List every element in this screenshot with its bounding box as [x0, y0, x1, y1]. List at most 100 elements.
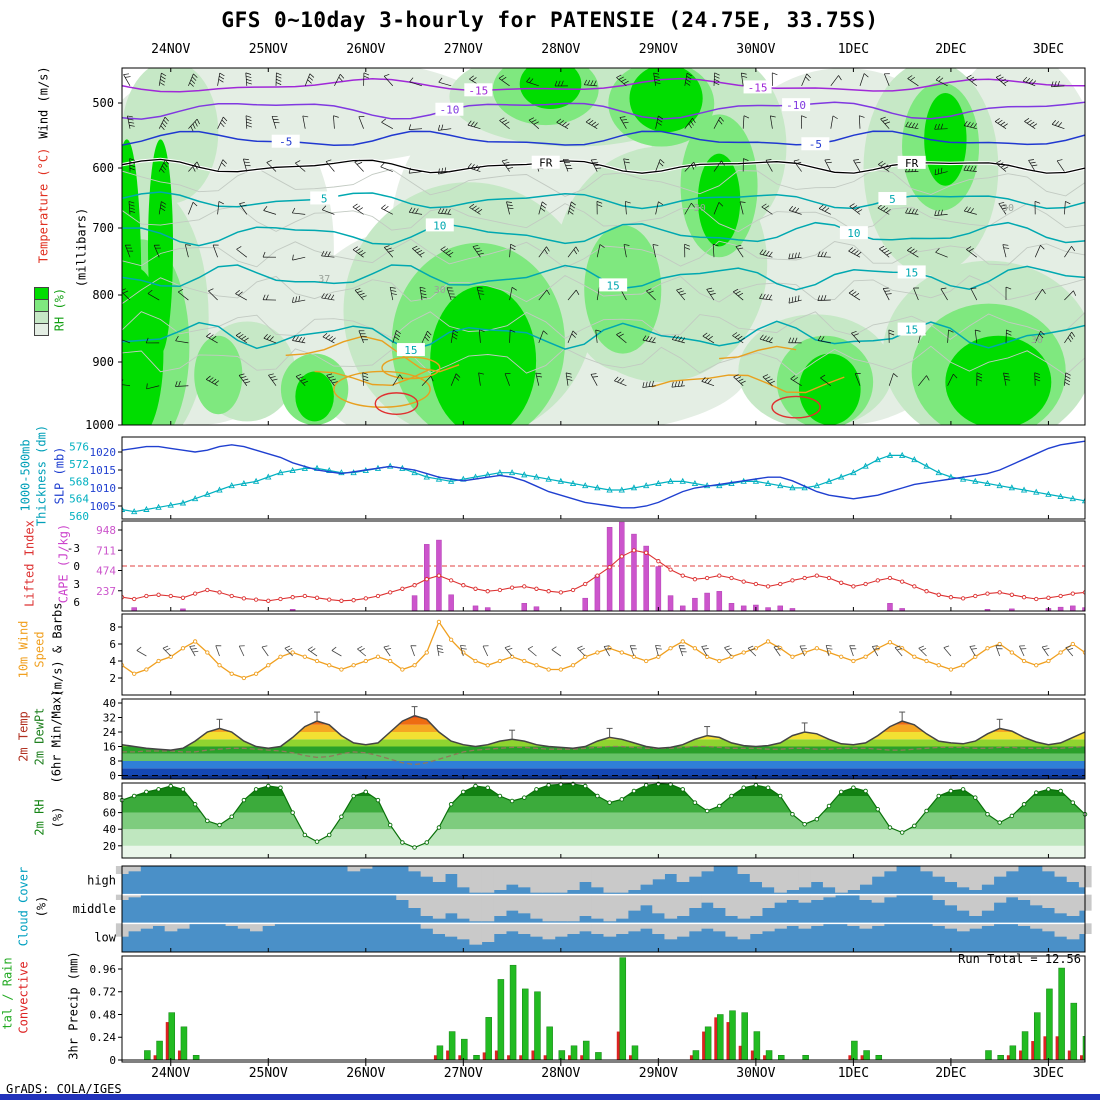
svg-text:20: 20: [103, 840, 116, 853]
svg-text:high: high: [87, 873, 116, 887]
svg-text:800: 800: [92, 288, 114, 302]
wind10m-panel: 8 6 4 2: [109, 613, 1086, 696]
svg-text:0: 0: [109, 770, 116, 783]
svg-text:0: 0: [109, 1054, 116, 1067]
svg-text:-3: -3: [67, 542, 80, 555]
svg-text:474: 474: [96, 565, 116, 578]
label-convective: Convective: [16, 961, 31, 1034]
label-3hr-precip: 3hr Precip (mm): [66, 951, 81, 1060]
svg-text:572: 572: [69, 458, 89, 471]
slp-thickness-panel: 1020 1015 1010 1005 576 572 568 564 560: [69, 436, 1086, 523]
svg-text:560: 560: [69, 510, 89, 523]
svg-text:30: 30: [1031, 335, 1043, 346]
svg-text:568: 568: [69, 475, 89, 488]
svg-text:FR: FR: [905, 157, 919, 170]
cloud-cover-panel: high middle low: [73, 865, 1092, 953]
svg-text:0: 0: [73, 560, 80, 573]
svg-text:-5: -5: [809, 138, 822, 151]
label-cloud-unit: (%): [34, 895, 49, 918]
svg-text:576: 576: [69, 441, 89, 454]
svg-text:4: 4: [109, 655, 116, 668]
svg-text:low: low: [94, 931, 116, 945]
precip-panel: 0.96 0.72 0.48 0.24 0 Run Total = 12.56: [90, 952, 1086, 1067]
rh-legend: [34, 287, 50, 336]
svg-text:1005: 1005: [90, 500, 117, 513]
svg-text:0.72: 0.72: [90, 986, 117, 999]
svg-text:16: 16: [103, 741, 116, 754]
svg-text:60: 60: [103, 807, 116, 820]
day-label-bottom: 29NOV: [638, 1066, 678, 1081]
day-label-top: 26NOV: [346, 42, 386, 57]
day-label-top: 1DEC: [837, 42, 870, 57]
svg-text:3: 3: [73, 578, 80, 591]
svg-text:24: 24: [103, 726, 117, 739]
svg-text:0.48: 0.48: [90, 1008, 117, 1021]
cross-section-panel: -15 -15 -10 -10 -5 -5 5 5 10 10 15 15 15 15 FR FR 37 30 30…: [122, 68, 1085, 425]
cross-section-axes: 500 600 700 800 900 1000: [85, 67, 1086, 432]
svg-text:Run Total = 12.56: Run Total = 12.56: [958, 952, 1081, 966]
svg-text:15: 15: [905, 266, 918, 279]
svg-text:-10: -10: [786, 99, 806, 112]
svg-text:37: 37: [318, 274, 330, 285]
rh-legend-swatch: [34, 323, 49, 336]
label-millibars: (millibars): [74, 207, 89, 288]
svg-text:564: 564: [69, 493, 89, 506]
label-2m-rh-unit: (%): [50, 806, 65, 829]
day-label-bottom: 2DEC: [935, 1066, 967, 1081]
day-label-top: 29NOV: [638, 42, 678, 57]
svg-text:15: 15: [404, 344, 417, 357]
svg-text:948: 948: [96, 524, 116, 537]
svg-text:6: 6: [109, 638, 116, 651]
svg-text:5: 5: [889, 193, 896, 206]
svg-text:0.24: 0.24: [90, 1031, 117, 1044]
rh2m-panel: 80 60 40 20: [103, 781, 1088, 859]
svg-text:32: 32: [103, 712, 116, 725]
svg-text:10: 10: [847, 227, 860, 240]
svg-text:30: 30: [694, 203, 706, 214]
svg-text:-5: -5: [279, 136, 292, 149]
label-thickness-b: Thickness (dm): [34, 424, 49, 527]
svg-text:FR: FR: [539, 157, 553, 170]
svg-text:8: 8: [109, 755, 116, 768]
day-label-top: 2DEC: [935, 42, 967, 57]
label-rh: RH (%): [52, 287, 67, 332]
svg-text:-15: -15: [748, 81, 768, 94]
page-title: GFS 0~10day 3-hourly for PATENSIE (24.75…: [221, 8, 879, 32]
label-total-rain: tal / Rain: [0, 957, 15, 1030]
day-label-bottom: 3DEC: [1032, 1066, 1065, 1081]
day-label-top: 28NOV: [541, 42, 581, 57]
svg-text:237: 237: [96, 585, 116, 598]
svg-text:1020: 1020: [90, 446, 117, 459]
svg-text:500: 500: [92, 96, 114, 110]
grads-credit: GrADS: COLA/IGES: [6, 1082, 122, 1096]
svg-text:40: 40: [103, 697, 116, 710]
svg-text:80: 80: [103, 790, 116, 803]
day-label-bottom: 24NOV: [151, 1066, 191, 1081]
svg-text:-10: -10: [439, 104, 459, 117]
day-label-bottom: 26NOV: [346, 1066, 386, 1081]
day-label-bottom: 28NOV: [541, 1066, 581, 1081]
day-label-top: 27NOV: [443, 42, 483, 57]
svg-text:15: 15: [905, 324, 918, 337]
svg-text:5: 5: [321, 192, 328, 205]
svg-text:1015: 1015: [90, 464, 117, 477]
svg-text:1010: 1010: [90, 482, 117, 495]
day-label-top: 30NOV: [736, 42, 776, 57]
label-2m-temp: 2m Temp: [16, 711, 31, 762]
day-label-top: 24NOV: [151, 42, 191, 57]
svg-text:711: 711: [96, 544, 116, 557]
svg-text:30: 30: [434, 285, 446, 296]
day-label-top: 3DEC: [1032, 42, 1065, 57]
svg-text:6: 6: [73, 596, 80, 609]
svg-text:2: 2: [109, 672, 116, 685]
svg-text:600: 600: [92, 161, 114, 175]
svg-text:15: 15: [607, 279, 620, 292]
svg-text:30: 30: [1002, 203, 1014, 214]
svg-text:1000: 1000: [85, 418, 114, 432]
bottom-bar: [0, 1094, 1100, 1100]
upper-wind-barbs: [122, 72, 1077, 390]
svg-text:10: 10: [433, 219, 446, 232]
